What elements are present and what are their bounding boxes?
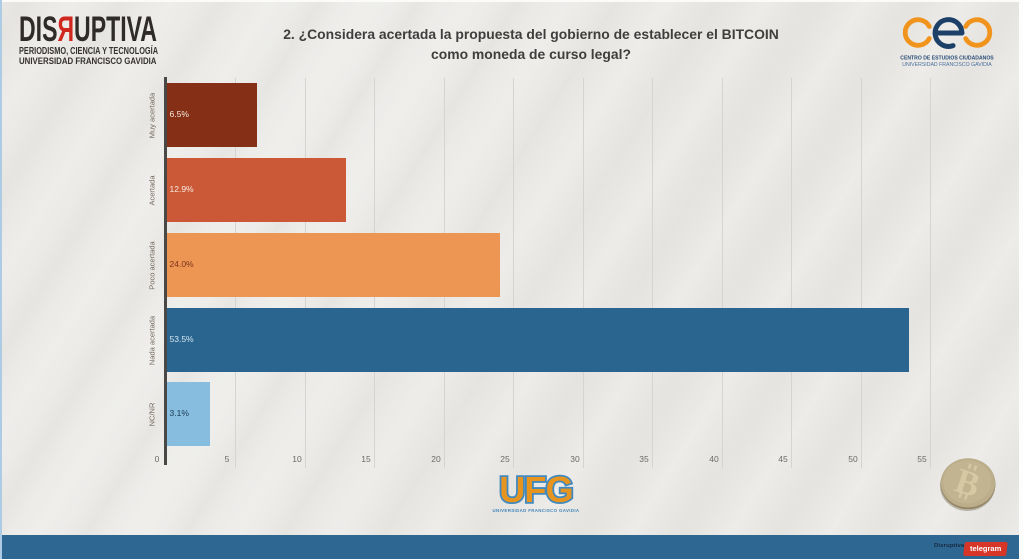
svg-text:UNIVERSIDAD FRANCISCO GAVIDIA: UNIVERSIDAD FRANCISCO GAVIDIA <box>493 508 580 513</box>
svg-text:CENTRO DE ESTUDIOS CIUDADANOS: CENTRO DE ESTUDIOS CIUDADANOS <box>900 56 994 62</box>
svg-text:UFG: UFG <box>499 469 573 510</box>
svg-text:UNIVERSIDAD FRANCISCO GAVIDIA: UNIVERSIDAD FRANCISCO GAVIDIA <box>902 62 992 68</box>
